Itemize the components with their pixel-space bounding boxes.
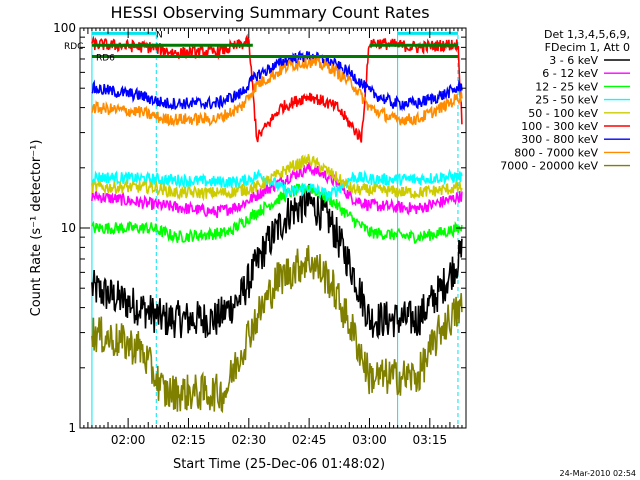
legend-entry-label-7: 300 - 800 keV	[521, 133, 598, 146]
annotation-n: N	[156, 30, 163, 40]
legend-entry-label-1: 3 - 6 keV	[549, 54, 598, 67]
legend-header-line-1: Det 1,3,4,5,6,9,	[544, 28, 630, 41]
plot-area: N RDC RD6	[64, 28, 463, 428]
x-tick-label: 02:45	[292, 433, 327, 447]
x-tick-label: 02:00	[111, 433, 146, 447]
series-line-6	[91, 33, 463, 143]
legend-entry-label-5: 50 - 100 keV	[528, 107, 598, 120]
series-line-1	[91, 183, 463, 340]
y-tick-label: 1	[68, 421, 76, 435]
legend-entry-label-9: 7000 - 20000 keV	[500, 160, 598, 173]
legend-header-line-2: FDecim 1, Att 0	[545, 41, 630, 54]
annotation-rdc: RDC	[64, 42, 83, 52]
series-line-3	[91, 183, 463, 244]
series-line-4	[91, 168, 463, 201]
series-line-8	[91, 55, 463, 128]
legend-entry-label-2: 6 - 12 keV	[542, 67, 598, 80]
chart-title: HESSI Observing Summary Count Rates	[110, 3, 429, 22]
y-axis-label: Count Rate (s⁻¹ detector⁻¹)	[29, 140, 44, 317]
footer-timestamp: 24-Mar-2010 02:54	[560, 469, 637, 478]
series-line-5	[91, 154, 463, 202]
x-tick-label: 02:30	[232, 433, 267, 447]
x-tick-label: 03:15	[413, 433, 448, 447]
y-axis-label-group: Count Rate (s⁻¹ detector⁻¹)	[29, 140, 44, 317]
legend-entry-label-6: 100 - 300 keV	[521, 120, 598, 133]
x-tick-label: 03:00	[352, 433, 387, 447]
y-tick-label: 100	[53, 21, 76, 35]
legend: Det 1,3,4,5,6,9, FDecim 1, Att 0 3 - 6 k…	[500, 28, 630, 173]
x-axis-label: Start Time (25-Dec-06 01:48:02)	[173, 457, 385, 472]
series-line-9	[91, 245, 463, 414]
y-tick-label: 10	[61, 221, 76, 235]
legend-entry-label-4: 25 - 50 keV	[535, 94, 598, 107]
series-line-7	[91, 50, 463, 112]
axes: 1 10 100 02:00 02:15 02:30 02:45 03:00 03:15	[53, 21, 467, 447]
x-tick-label: 02:15	[171, 433, 206, 447]
legend-entry-label-3: 12 - 25 keV	[535, 80, 598, 93]
legend-entry-label-8: 800 - 7000 keV	[514, 146, 598, 159]
annotation-rd6: RD6	[96, 54, 115, 64]
